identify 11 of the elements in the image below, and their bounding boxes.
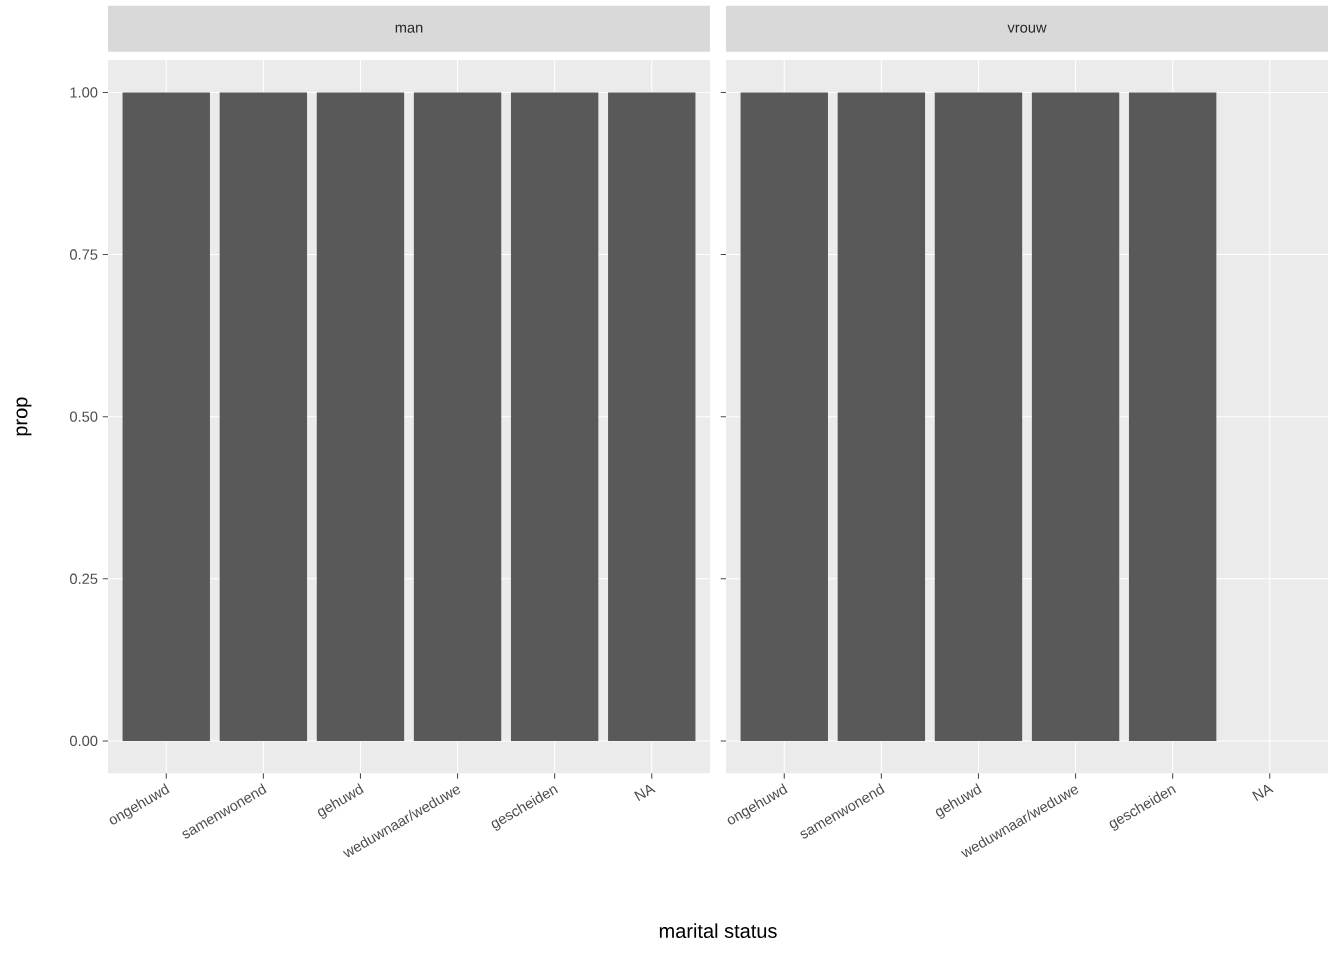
y-tick-label: 1.00 [70, 87, 98, 98]
chart-title: vrouw [1007, 24, 1047, 33]
y-axis-title: prop [16, 397, 32, 436]
x-axis-title: marital status [659, 923, 777, 938]
x-tick-label: NA [634, 784, 656, 801]
y-tick-label: 0.50 [69, 411, 98, 422]
x-tick-label: NA [1252, 784, 1274, 801]
y-tick-label: 0.00 [69, 735, 98, 747]
y-tick-label: 0.75 [69, 249, 98, 260]
y-tick-label: 0.25 [69, 573, 98, 584]
chart-title: man [395, 24, 423, 33]
